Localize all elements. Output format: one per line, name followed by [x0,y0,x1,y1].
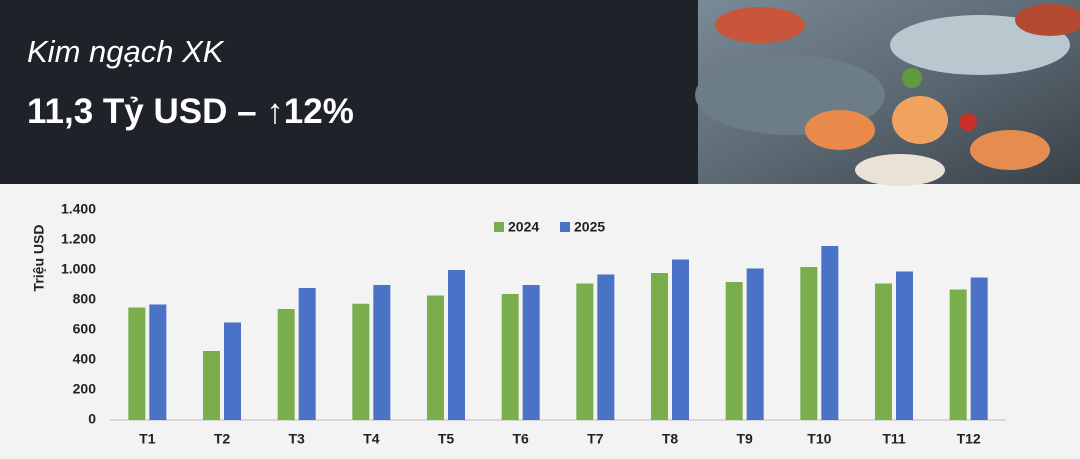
y-tick-label: 1.200 [61,231,96,247]
x-tick-label: T10 [807,431,831,447]
bar [576,283,594,420]
x-tick-label: T8 [662,431,679,447]
bar [522,285,540,420]
bar [427,295,444,420]
bar [373,285,391,420]
y-tick-label: 600 [73,321,97,337]
header-band [0,0,698,184]
bar [203,351,220,420]
x-tick-label: T3 [288,431,305,447]
subtitle: Kim ngạch XK [27,34,225,69]
bar [501,294,519,420]
x-tick-label: T7 [587,431,604,447]
bar [800,267,818,420]
headline: 11,3 Tỷ USD – ↑12% [27,92,354,131]
bar [352,303,370,420]
legend-label: 2025 [574,219,605,235]
x-tick-label: T12 [957,431,981,447]
bar [277,309,295,420]
legend-swatch [494,222,504,232]
bar [949,289,967,420]
bar [896,271,913,420]
y-tick-label: 0 [88,411,96,427]
bar [128,307,146,420]
bar [672,259,689,420]
y-tick-label: 1.400 [61,201,96,217]
bar [875,283,892,420]
x-tick-label: T4 [363,431,380,447]
bar [746,268,764,420]
y-tick-label: 200 [73,381,97,397]
bar [597,274,615,420]
y-tick-label: 1.000 [61,261,96,277]
x-tick-label: T9 [736,431,753,447]
bar [298,288,316,420]
x-tick-label: T1 [139,431,156,447]
bar [821,246,839,420]
bar [970,277,988,420]
bar [725,282,743,420]
bar [149,304,167,420]
x-tick-label: T5 [438,431,455,447]
y-tick-label: 800 [73,291,97,307]
legend-swatch [560,222,570,232]
bar [651,273,668,420]
legend-label: 2024 [508,219,539,235]
photo [695,0,1080,186]
x-tick-label: T6 [512,431,529,447]
y-axis-label: Triệu USD [31,225,47,292]
x-tick-label: T2 [214,431,231,447]
y-tick-label: 400 [73,351,97,367]
x-tick-label: T11 [882,431,906,447]
bar [224,322,241,420]
bar [448,270,465,420]
